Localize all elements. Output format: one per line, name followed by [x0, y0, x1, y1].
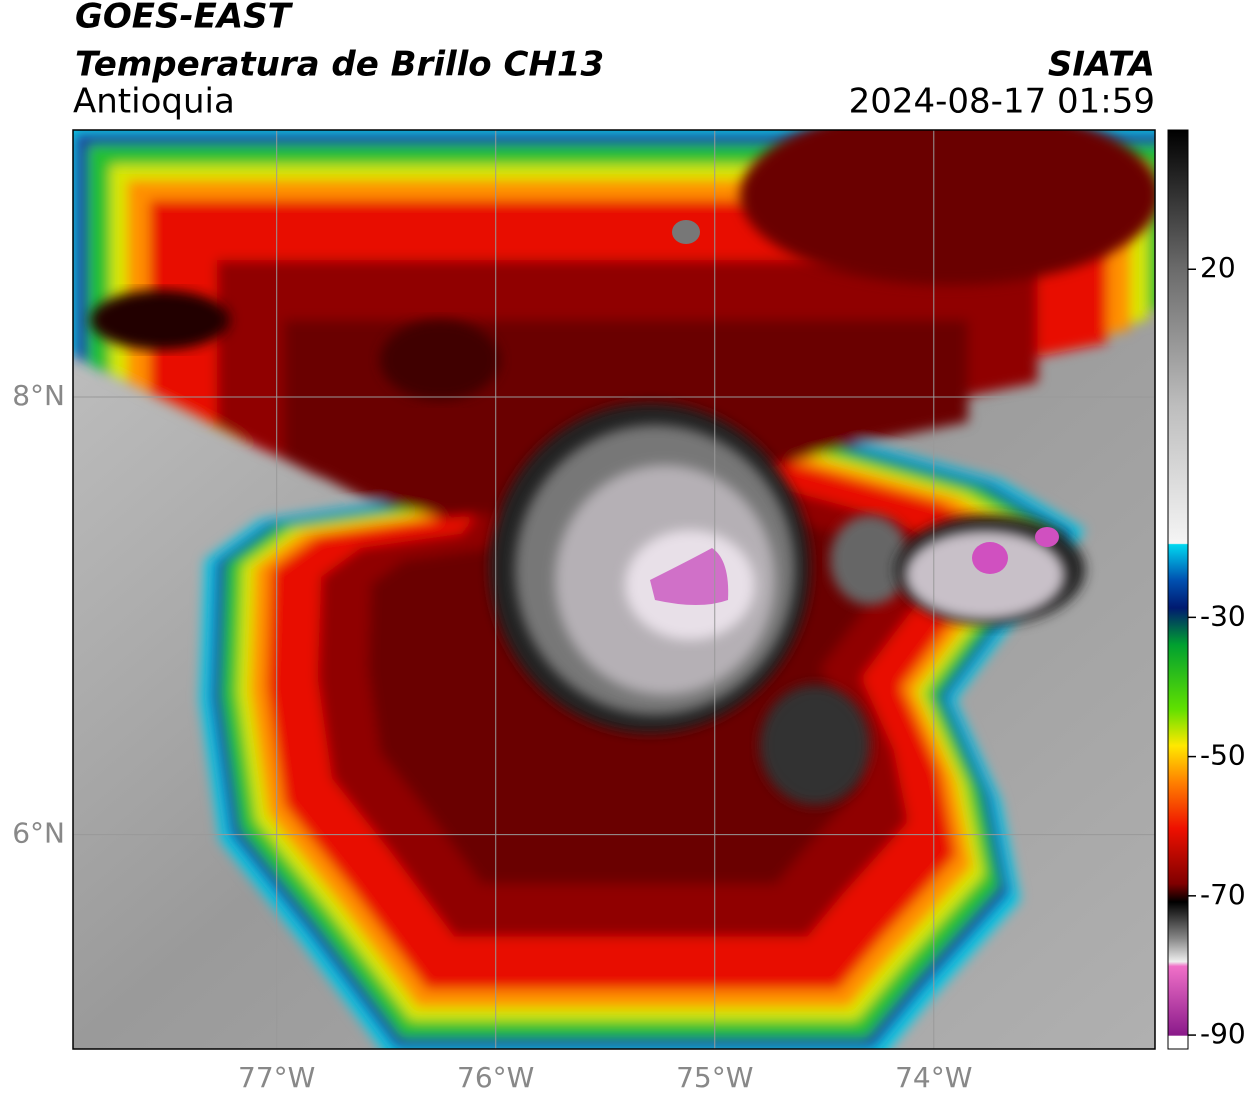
colorbar-tick-label: -50: [1200, 739, 1246, 772]
satellite-image: [73, 130, 1155, 1049]
x-tick-label: 75°W: [676, 1061, 753, 1094]
colorbar-tick-label: 20: [1200, 251, 1236, 284]
x-tick-label: 74°W: [895, 1061, 972, 1094]
y-tick-label: 8°N: [12, 379, 65, 412]
region: Antioquia: [73, 82, 235, 122]
datetime: 2024-08-17 01:59: [849, 82, 1155, 122]
map-frame: [72, 129, 1156, 1050]
colorbar-tick-label: -90: [1200, 1017, 1246, 1050]
colorbar-tick-label: -70: [1200, 878, 1246, 911]
y-tick-label: 6°N: [12, 817, 65, 850]
x-tick-label: 77°W: [238, 1061, 315, 1094]
source: SIATA: [1048, 45, 1155, 85]
colorbar: [1167, 129, 1189, 1050]
colorbar-tick-label: -30: [1200, 599, 1246, 632]
title: GOES-EAST: [75, 0, 294, 37]
x-tick-label: 76°W: [457, 1061, 534, 1094]
subtitle: Temperatura de Brillo CH13: [75, 45, 604, 85]
